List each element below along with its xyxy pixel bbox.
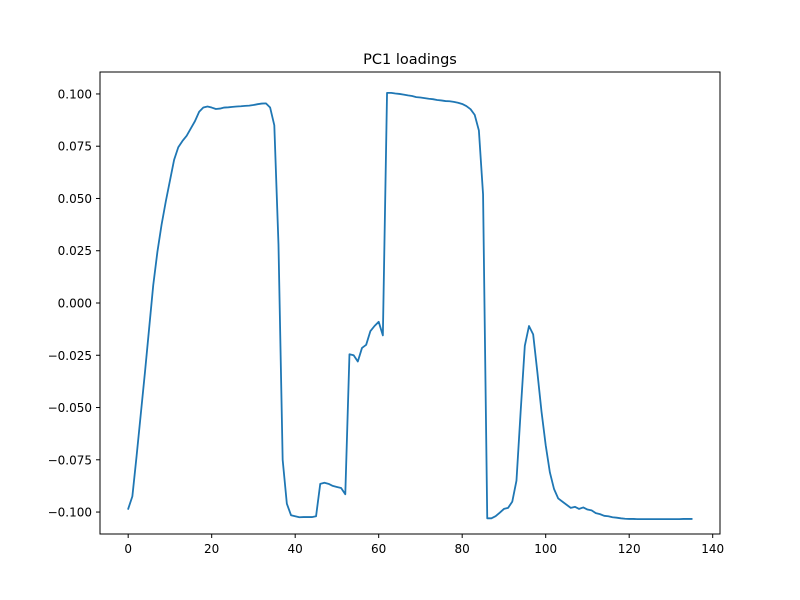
chart-title: PC1 loadings: [363, 52, 457, 68]
series-line: [127, 92, 693, 521]
x-tick-label: 60: [371, 542, 386, 556]
x-tick-label: 140: [701, 542, 724, 556]
y-tick-label: 0.050: [58, 192, 92, 206]
x-tick-label: 0: [124, 542, 132, 556]
y-tick-label: −0.100: [48, 506, 92, 520]
series-layer: [127, 92, 693, 521]
plot-frame: [99, 71, 721, 535]
y-tick-label: −0.075: [48, 453, 92, 467]
y-tick-label: −0.050: [48, 401, 92, 415]
y-tick-label: 0.075: [58, 140, 92, 154]
y-tick-label: 0.000: [58, 297, 92, 311]
y-tick-label: 0.025: [58, 244, 92, 258]
y-tick-label: −0.025: [48, 349, 92, 363]
axis-ticks: 0 20 40 60 80 100 120 140 −0.100 −0.075 −0.050 −0.0…: [48, 87, 725, 556]
y-tick-label: 0.100: [58, 87, 92, 101]
x-tick-label: 100: [534, 542, 557, 556]
x-tick-label: 80: [455, 542, 470, 556]
x-tick-label: 20: [204, 542, 219, 556]
x-tick-label: 40: [288, 542, 303, 556]
x-tick-label: 120: [618, 542, 641, 556]
